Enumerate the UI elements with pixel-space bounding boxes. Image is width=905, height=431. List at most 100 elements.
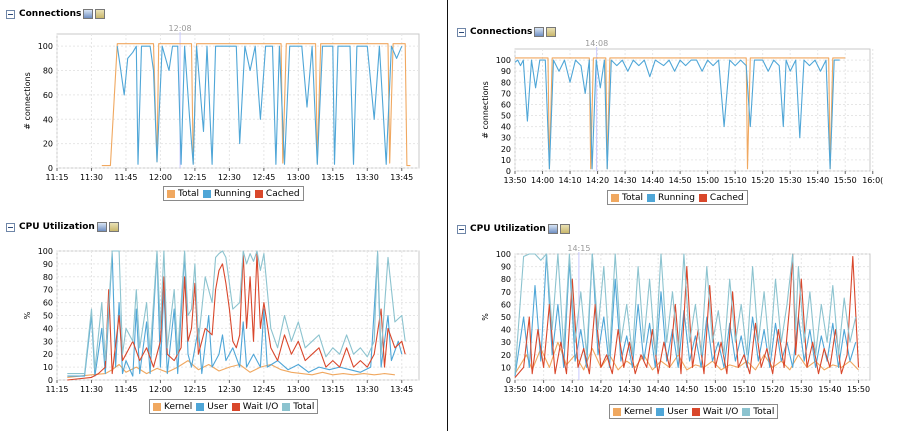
panel-divider: [447, 0, 448, 431]
x-tick-label: 15:50: [847, 385, 870, 394]
cpu-header: CPU Utilization: [6, 220, 119, 234]
series-line-wait-i-o: [67, 253, 406, 381]
export-icon[interactable]: [534, 27, 545, 37]
legend-swatch: [254, 189, 263, 198]
y-tick-label: 40: [43, 115, 53, 124]
x-tick-label: 11:15: [45, 173, 68, 182]
y-tick-label: 50: [501, 112, 511, 121]
legend-item-running: Running: [647, 193, 695, 203]
legend-swatch: [231, 402, 240, 411]
legend-swatch: [203, 189, 212, 198]
legend-swatch: [698, 193, 707, 202]
collapse-toggle-icon[interactable]: [6, 9, 15, 19]
left-panel: Connections 0 20 40 60 80 100 11:15 11:30 11:45 1…: [0, 0, 447, 431]
x-tick-label: 13:00: [287, 173, 310, 182]
y-tick-label: 80: [501, 275, 511, 284]
series-line-running: [116, 45, 403, 165]
y-tick-label: 100: [496, 56, 511, 65]
cpu-legend: Kernel User Wait I/O Total: [149, 399, 319, 414]
export-icon[interactable]: [83, 9, 94, 19]
y-tick-label: 70: [43, 286, 53, 295]
x-tick-label: 15:00: [704, 385, 727, 394]
export-icon[interactable]: [547, 224, 558, 234]
x-tick-label: 15:10: [724, 176, 747, 185]
plot-area: [514, 48, 871, 172]
x-tick-label: 15:00: [696, 176, 719, 185]
legend-swatch: [656, 407, 665, 416]
y-tick-label: 30: [43, 337, 53, 346]
legend-swatch: [196, 402, 205, 411]
x-tick-label: 12:30: [218, 173, 241, 182]
y-tick-label: 40: [43, 324, 53, 333]
collapse-toggle-icon[interactable]: [457, 27, 466, 37]
legend-swatch: [691, 407, 700, 416]
section-title: Connections: [19, 9, 82, 19]
settings-icon[interactable]: [108, 222, 119, 232]
settings-icon[interactable]: [95, 9, 106, 19]
y-tick-label: 80: [43, 273, 53, 282]
x-tick-label: 13:00: [287, 385, 310, 394]
y-axis-label: # connections: [481, 81, 490, 139]
series-line-running: [514, 59, 840, 170]
x-tick-label: 15:30: [790, 385, 813, 394]
export-icon[interactable]: [96, 222, 107, 232]
x-tick-label: 14:20: [589, 385, 612, 394]
y-tick-label: 40: [501, 326, 511, 335]
x-tick-label: 14:50: [675, 385, 698, 394]
y-tick-label: 70: [501, 89, 511, 98]
y-tick-label: 20: [501, 145, 511, 154]
x-tick-label: 11:15: [45, 385, 68, 394]
connections-legend: Total Running Cached: [607, 190, 748, 205]
y-axis-label: %: [481, 313, 490, 321]
series-line-kernel: [67, 360, 395, 378]
settings-icon[interactable]: [546, 27, 557, 37]
cursor-time-label: 14:08: [585, 39, 608, 48]
y-axis-label: %: [23, 311, 32, 319]
cpu-chart: 0 10 20 30 40 50 60 70 80 90 100 11:15 11:30 11:45 12:…: [23, 247, 420, 394]
x-tick-label: 13:50: [503, 176, 526, 185]
y-tick-label: 10: [501, 156, 511, 165]
section-title: Connections: [470, 27, 533, 37]
legend-item-total: Total: [282, 402, 314, 412]
connections-chart: 0 20 40 60 80 100 11:15 11:30 11:45 12:00 12:15 12:…: [23, 24, 420, 182]
y-tick-label: 30: [501, 134, 511, 143]
y-tick-label: 70: [501, 288, 511, 297]
legend-swatch: [613, 407, 621, 416]
x-tick-label: 11:30: [80, 173, 103, 182]
collapse-toggle-icon[interactable]: [6, 222, 15, 232]
x-tick-label: 13:30: [356, 385, 379, 394]
x-tick-label: 14:00: [532, 385, 555, 394]
x-tick-label: 14:10: [559, 176, 582, 185]
y-tick-label: 60: [43, 299, 53, 308]
y-tick-label: 100: [496, 250, 511, 259]
y-axis-label: # connections: [23, 72, 32, 130]
right-panel: Connections 0 10 20 30 40 50 60 70 80 90 100 13:50 1…: [449, 0, 905, 431]
y-tick-label: 0: [48, 164, 53, 173]
y-tick-label: 30: [501, 338, 511, 347]
section-title: CPU Utilization: [470, 224, 546, 234]
y-tick-label: 90: [501, 67, 511, 76]
x-tick-label: 12:45: [252, 385, 275, 394]
legend-item-wait-io: Wait I/O: [691, 407, 738, 417]
connections-chart: 0 10 20 30 40 50 60 70 80 90 100 13:50 14:00 14:10 14:…: [481, 39, 883, 185]
legend-item-total: Total: [742, 407, 774, 417]
settings-icon[interactable]: [559, 224, 570, 234]
y-tick-label: 60: [501, 100, 511, 109]
legend-swatch: [153, 402, 161, 411]
legend-item-kernel: Kernel: [153, 402, 192, 412]
x-tick-label: 15:20: [761, 385, 784, 394]
y-tick-label: 90: [43, 260, 53, 269]
legend-item-running: Running: [203, 189, 251, 199]
collapse-toggle-icon[interactable]: [457, 224, 466, 234]
cpu-chart: 0 10 20 30 40 50 60 70 80 90 100 13:50 14:00 14:10 14:…: [481, 244, 871, 394]
x-tick-label: 12:45: [252, 173, 275, 182]
series-line-user: [67, 253, 403, 377]
y-tick-label: 50: [501, 313, 511, 322]
y-tick-label: 100: [38, 42, 53, 51]
x-tick-label: 11:45: [114, 173, 137, 182]
x-tick-label: 11:45: [114, 385, 137, 394]
y-tick-label: 20: [501, 351, 511, 360]
y-tick-label: 90: [501, 263, 511, 272]
x-tick-label: 16:0(: [862, 176, 883, 185]
series-line-kernel: [514, 341, 859, 374]
